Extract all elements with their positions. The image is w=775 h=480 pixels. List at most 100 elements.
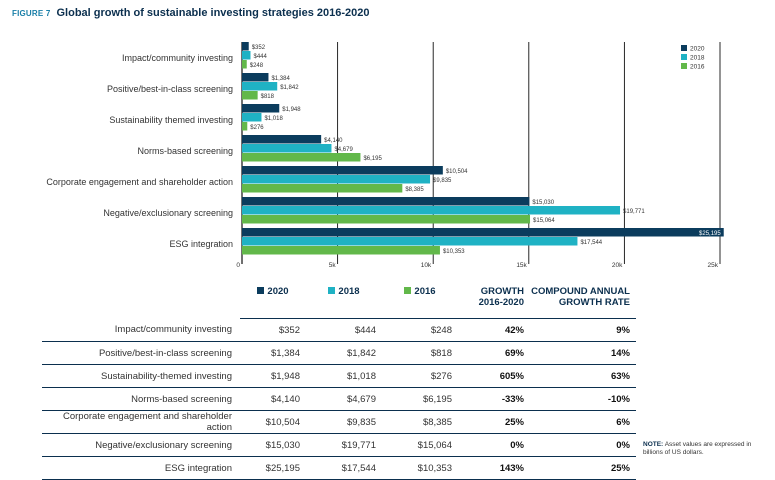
cell-name: ESG integration <box>42 456 240 480</box>
data-label: $1,948 <box>282 107 301 113</box>
bar-chart: 0 5k 10k 15k 20k 25k Impact/community investin… <box>46 42 724 269</box>
header-2016: 2016 <box>382 282 458 319</box>
cell-value-2020: $25,195 <box>240 456 306 480</box>
note-label: NOTE: <box>643 441 664 448</box>
table-row: Positive/best-in-class screening $1,384 $1… <box>42 341 636 365</box>
bar-2016 <box>242 122 248 131</box>
cell-growth: 0% <box>458 433 530 457</box>
note: NOTE: Asset values are expressed in bill… <box>643 441 763 457</box>
header-2020: 2020 <box>240 282 306 319</box>
cell-value-2016: $10,353 <box>382 456 458 480</box>
bar-2020 <box>242 104 280 113</box>
cell-value-2020: $1,948 <box>240 364 306 388</box>
bar-2018 <box>242 113 262 122</box>
data-label: $15,064 <box>533 218 555 224</box>
header-cagr: COMPOUND ANNUAL GROWTH RATE <box>530 282 636 319</box>
data-label: $9,835 <box>433 178 452 184</box>
swatch-2018 <box>328 287 336 294</box>
data-label: $352 <box>252 45 266 51</box>
category-label: Impact/community investing <box>122 53 233 63</box>
bar-2018 <box>242 206 621 215</box>
category-label: ESG integration <box>169 239 233 249</box>
bar-2020 <box>242 42 249 51</box>
title-text: Global growth of sustainable investing s… <box>56 7 370 19</box>
header-2018-label: 2018 <box>338 286 360 297</box>
header-blank <box>42 282 240 319</box>
bar-2018 <box>242 144 332 153</box>
cell-name: Positive/best-in-class screening <box>42 341 240 365</box>
cell-value-2016: $818 <box>382 341 458 365</box>
bar-2016 <box>242 60 247 69</box>
cell-value-2020: $15,030 <box>240 433 306 457</box>
legend-swatch-2016 <box>681 63 687 69</box>
bar-2018 <box>242 82 278 91</box>
data-label: $4,679 <box>334 147 353 153</box>
bar-2020 <box>242 135 322 144</box>
data-label: $4,140 <box>324 138 343 144</box>
data-label: $10,504 <box>446 169 468 175</box>
cell-value-2018: $17,544 <box>306 456 382 480</box>
data-label: $19,771 <box>623 209 645 215</box>
cell-cagr: -10% <box>530 387 636 411</box>
cell-cagr: 0% <box>530 433 636 457</box>
swatch-2016 <box>404 287 412 294</box>
cell-growth: 42% <box>458 318 530 342</box>
x-tick-label: 0 <box>236 262 240 269</box>
cell-value-2018: $1,842 <box>306 341 382 365</box>
cell-cagr: 25% <box>530 456 636 480</box>
bar-2020 <box>242 166 443 175</box>
x-tick-label: 10k <box>421 262 432 269</box>
cell-name: Corporate engagement and shareholder act… <box>42 410 240 434</box>
swatch-2020 <box>257 287 265 294</box>
bar-2018 <box>242 51 251 60</box>
bar-2016 <box>242 91 258 100</box>
data-label: $248 <box>250 63 264 69</box>
cell-value-2016: $276 <box>382 364 458 388</box>
cell-cagr: 9% <box>530 318 636 342</box>
cell-cagr: 14% <box>530 341 636 365</box>
table-header-row: 2020 2018 2016 GROWTH 2016-2020 COMPOUND… <box>42 282 636 319</box>
cell-value-2020: $10,504 <box>240 410 306 434</box>
table-row: Corporate engagement and shareholder act… <box>42 410 636 434</box>
data-label: $444 <box>253 54 267 60</box>
data-label: $818 <box>261 94 275 100</box>
header-2020-label: 2020 <box>267 286 289 297</box>
bar-2020 <box>242 197 530 206</box>
cell-value-2016: $6,195 <box>382 387 458 411</box>
x-tick-label: 20k <box>612 262 623 269</box>
note-text: Asset values are expressed in billions o… <box>643 441 752 456</box>
cell-name: Negative/exclusionary screening <box>42 433 240 457</box>
cell-growth: 25% <box>458 410 530 434</box>
cell-growth: 605% <box>458 364 530 388</box>
bar-2016 <box>242 215 531 224</box>
cell-cagr: 6% <box>530 410 636 434</box>
table-row: Impact/community investing $352 $444 $248 42… <box>42 318 636 342</box>
data-label: $1,842 <box>280 85 299 91</box>
cell-value-2020: $352 <box>240 318 306 342</box>
cell-value-2018: $19,771 <box>306 433 382 457</box>
bar-2020 <box>242 228 724 237</box>
cell-value-2016: $8,385 <box>382 410 458 434</box>
cell-growth: -33% <box>458 387 530 411</box>
header-2018: 2018 <box>306 282 382 319</box>
data-label: $1,384 <box>271 76 290 82</box>
table-row: Norms-based screening $4,140 $4,679 $6,195-… <box>42 387 636 411</box>
cell-name: Impact/community investing <box>42 318 240 342</box>
legend-label-2018: 2018 <box>690 55 705 62</box>
cell-cagr: 63% <box>530 364 636 388</box>
legend-swatch-2018 <box>681 54 687 60</box>
table-row: Negative/exclusionary screening $15,030 $1… <box>42 433 636 457</box>
bar-2016 <box>242 153 361 162</box>
cell-value-2020: $1,384 <box>240 341 306 365</box>
data-label: $276 <box>250 125 264 131</box>
bar-2018 <box>242 237 578 246</box>
data-label: $17,544 <box>580 240 602 246</box>
cell-value-2018: $1,018 <box>306 364 382 388</box>
legend-label-2016: 2016 <box>690 64 705 71</box>
bar-2016 <box>242 184 403 193</box>
data-label: $1,018 <box>264 116 283 122</box>
category-label: Negative/exclusionary screening <box>103 208 233 218</box>
header-2016-label: 2016 <box>414 286 436 297</box>
cell-name: Norms-based screening <box>42 387 240 411</box>
bar-2016 <box>242 246 440 255</box>
